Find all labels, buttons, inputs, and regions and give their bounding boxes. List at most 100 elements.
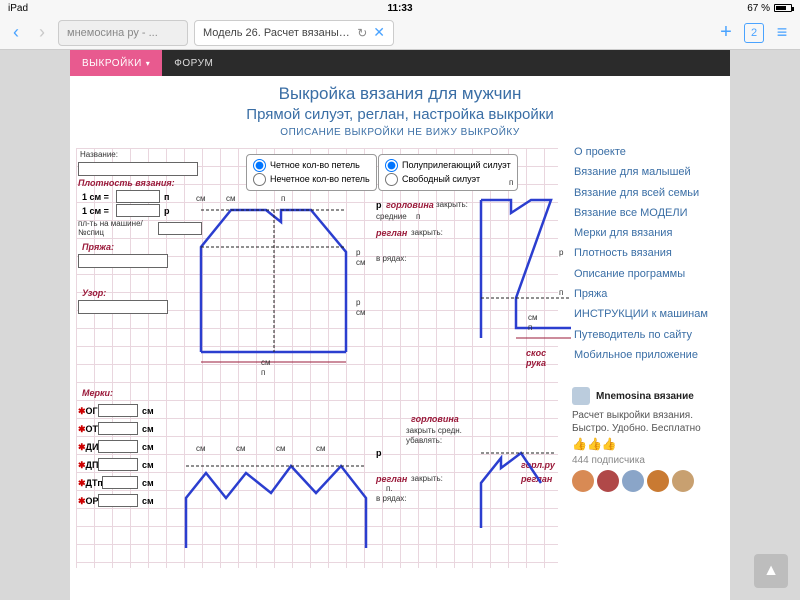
dim-cm: см [261, 358, 271, 367]
sidemenu-item[interactable]: Пряжа [566, 284, 724, 304]
sidemenu-item[interactable]: Плотность вязания [566, 243, 724, 263]
input-pattern[interactable] [78, 300, 168, 314]
unit-cm: см [142, 442, 154, 452]
label-pattern: Узор: [82, 288, 106, 298]
nav-forum[interactable]: ФОРУМ [162, 50, 225, 76]
new-tab-button[interactable]: + [714, 21, 738, 44]
label-gorlovina2: горловина [411, 414, 459, 424]
label-closemid: закрыть средн. [406, 426, 462, 435]
close-tab-icon[interactable]: ✕ [373, 24, 385, 41]
unit-cm: см [142, 478, 154, 488]
dim-cm: см [196, 444, 206, 453]
nav-label: ВЫКРОЙКИ [82, 58, 142, 69]
unit-cm: см [142, 496, 154, 506]
m-di: ДИ [86, 442, 99, 452]
social-widget: Mnemosina вязание Расчет выкройки вязани… [566, 381, 724, 498]
dim-cm: см [356, 308, 366, 317]
thumbs-icons: 👍👍👍 [572, 437, 718, 451]
label-close3: закрыть: [411, 474, 443, 483]
dim-cm: см [226, 194, 236, 203]
dim-cm: см [196, 194, 206, 203]
dim-p-bold: р [376, 448, 382, 458]
tabs-overview-button[interactable]: 2 [744, 23, 764, 43]
webpage: ВЫКРОЙКИ▾ ФОРУМ Выкройка вязания для муж… [70, 50, 730, 600]
unit-r: р [164, 206, 170, 216]
unit-cm: см [142, 424, 154, 434]
dim-n: п [261, 368, 265, 377]
dim-cm: см [236, 444, 246, 453]
input-dp[interactable] [98, 458, 138, 471]
widget-desc: Расчет выкройки вязания. Быстро. Удобно.… [572, 409, 718, 435]
widget-title[interactable]: Mnemosina вязание [596, 391, 694, 402]
input-ot[interactable] [98, 422, 138, 435]
input-density-r[interactable] [116, 204, 160, 217]
back-button[interactable]: ‹ [6, 22, 26, 43]
diagram-lower [176, 438, 396, 558]
dim-n: п [281, 194, 285, 203]
battery-pct: 67 % [747, 3, 770, 14]
label-inrows: в рядах: [376, 254, 407, 263]
input-name[interactable] [78, 162, 198, 176]
label-machine: пл-ть на машине/ №спиц [78, 220, 158, 238]
dim-p: р [356, 298, 360, 307]
radio-odd[interactable]: Нечетное кол-во петель [253, 172, 370, 186]
site-navbar: ВЫКРОЙКИ ▾ ФОРУМ [70, 50, 730, 76]
menu-button[interactable]: ≡ [770, 22, 794, 43]
sidemenu-item[interactable]: Вязание для малышей [566, 162, 724, 182]
dim-cm: см [528, 313, 538, 322]
forward-button: › [32, 22, 52, 43]
tab-label: мнемосина ру - ... [67, 27, 179, 39]
label-inrows2: в рядах: [376, 494, 407, 503]
scroll-top-button[interactable]: ▲ [754, 554, 788, 588]
label-yarn: Пряжа: [82, 242, 114, 252]
dim-cm: см [276, 444, 286, 453]
dim-cm: см [356, 258, 366, 267]
input-yarn[interactable] [78, 254, 168, 268]
sidemenu-item[interactable]: Мобильное приложение [566, 345, 724, 365]
diagram-body [186, 192, 396, 372]
sidebar-menu: О проекте Вязание для малышей Вязание дл… [566, 142, 724, 365]
browser-toolbar: ‹ › мнемосина ру - ... Модель 26. Расчет… [0, 16, 800, 50]
sidemenu-item[interactable]: Путеводитель по сайту [566, 325, 724, 345]
ios-statusbar: iPad 11:33 67 % [0, 0, 800, 16]
chevron-down-icon: ▾ [146, 59, 151, 68]
sidemenu-item[interactable]: Вязание для всей семьи [566, 183, 724, 203]
dim-n: п [509, 178, 513, 187]
sidemenu-item[interactable]: Мерки для вязания [566, 223, 724, 243]
radio-semi[interactable]: Полуприлегающий силуэт [385, 158, 511, 172]
input-dtp[interactable] [102, 476, 138, 489]
label-close: закрыть: [436, 200, 468, 209]
tab-inactive[interactable]: мнемосина ру - ... [58, 20, 188, 46]
device-label: iPad [8, 3, 28, 14]
sidemenu-item[interactable]: О проекте [566, 142, 724, 162]
input-di[interactable] [98, 440, 138, 453]
reload-icon[interactable]: ↻ [357, 26, 367, 40]
unit-cm: см [142, 460, 154, 470]
input-og[interactable] [98, 404, 138, 417]
label-raglan2: реглан [376, 474, 407, 484]
label-skos: скос рука [526, 348, 558, 368]
radio-even[interactable]: Четное кол-во петель [253, 158, 370, 172]
label-1cm-p: 1 см = [82, 192, 109, 202]
nav-patterns[interactable]: ВЫКРОЙКИ ▾ [70, 50, 162, 76]
label-measures: Мерки: [82, 388, 113, 398]
label-middle: средние [376, 212, 407, 221]
sidemenu-item[interactable]: ИНСТРУКЦИИ к машинам [566, 304, 724, 324]
m-og: ОГ [86, 406, 98, 416]
sidemenu-item[interactable]: Вязание все МОДЕЛИ [566, 203, 724, 223]
input-density-p[interactable] [116, 190, 160, 203]
dim-n: п [416, 212, 420, 221]
dim-n: п [528, 323, 532, 332]
dim-cm: см [316, 444, 326, 453]
sidemenu-item[interactable]: Описание программы [566, 264, 724, 284]
label-decrease: убавлять: [406, 436, 442, 445]
dim-p-bold: р [376, 200, 382, 210]
page-title-2: Прямой силуэт, реглан, настройка выкройк… [80, 106, 720, 123]
pattern-canvas: Название: Плотность вязания: 1 см = п 1 … [76, 148, 558, 568]
dim-n: п [559, 288, 563, 297]
label-density: Плотность вязания: [78, 178, 175, 188]
battery-icon [774, 4, 792, 12]
tab-active[interactable]: Модель 26. Расчет вязаных и... ↻ ✕ [194, 20, 394, 46]
unit-cm: см [142, 406, 154, 416]
input-or[interactable] [98, 494, 138, 507]
